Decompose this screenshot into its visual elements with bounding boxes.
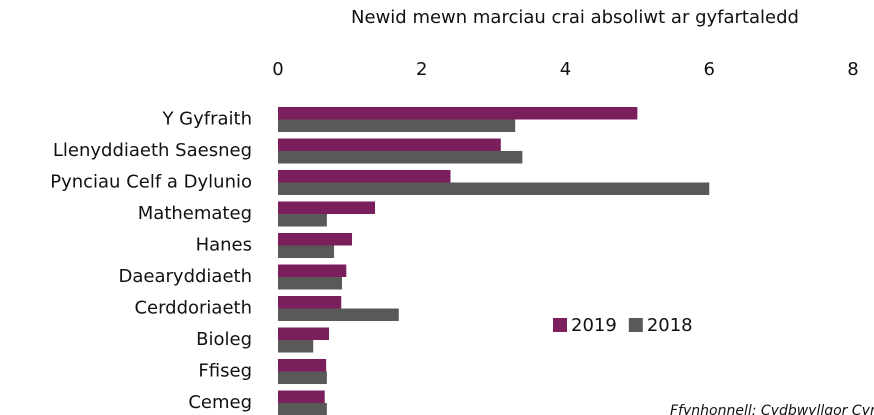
bar xyxy=(278,170,451,183)
bar xyxy=(278,182,710,195)
legend-swatch xyxy=(628,318,643,332)
bar xyxy=(278,277,342,290)
bar xyxy=(278,107,638,120)
y-tick-label: Mathemateg xyxy=(138,203,252,224)
y-tick-label: Pynciau Celf a Dylunio xyxy=(50,172,252,193)
bar xyxy=(278,138,501,151)
y-tick-label: Llenyddiaeth Saesneg xyxy=(53,140,252,161)
bar xyxy=(278,245,335,258)
bar xyxy=(278,371,327,384)
bar xyxy=(278,214,327,227)
x-tick-label: 4 xyxy=(560,59,571,80)
x-tick-label: 6 xyxy=(704,59,715,80)
y-tick-label: Cerddoriaeth xyxy=(134,298,252,319)
bar xyxy=(278,201,376,214)
bar xyxy=(278,403,327,415)
bar xyxy=(278,327,330,340)
bar xyxy=(278,308,399,321)
bar xyxy=(278,151,523,164)
legend-label: 2019 xyxy=(571,315,617,336)
bar xyxy=(278,233,353,246)
y-tick-label: Y Gyfraith xyxy=(161,109,252,130)
x-tick-label: 2 xyxy=(416,59,427,80)
y-tick-label: Bioleg xyxy=(196,329,252,350)
bar xyxy=(278,264,347,277)
legend-label: 2018 xyxy=(647,315,693,336)
y-tick-label: Cemeg xyxy=(188,392,252,413)
source-note: Ffynhonnell: Cydbwyllgor Cymwysterau xyxy=(670,403,874,415)
chart-title: Newid mewn marciau crai absoliwt ar gyfa… xyxy=(351,7,799,28)
legend-swatch xyxy=(553,318,567,332)
bar xyxy=(278,340,314,353)
y-tick-label: Ffiseg xyxy=(198,361,252,382)
x-tick-label: 0 xyxy=(272,59,283,80)
bar xyxy=(278,390,325,403)
x-tick-label: 8 xyxy=(847,59,858,80)
y-tick-label: Daearyddiaeth xyxy=(119,266,252,287)
bar xyxy=(278,359,327,372)
bar xyxy=(278,119,516,132)
y-tick-label: Hanes xyxy=(196,235,252,256)
bar xyxy=(278,296,342,309)
